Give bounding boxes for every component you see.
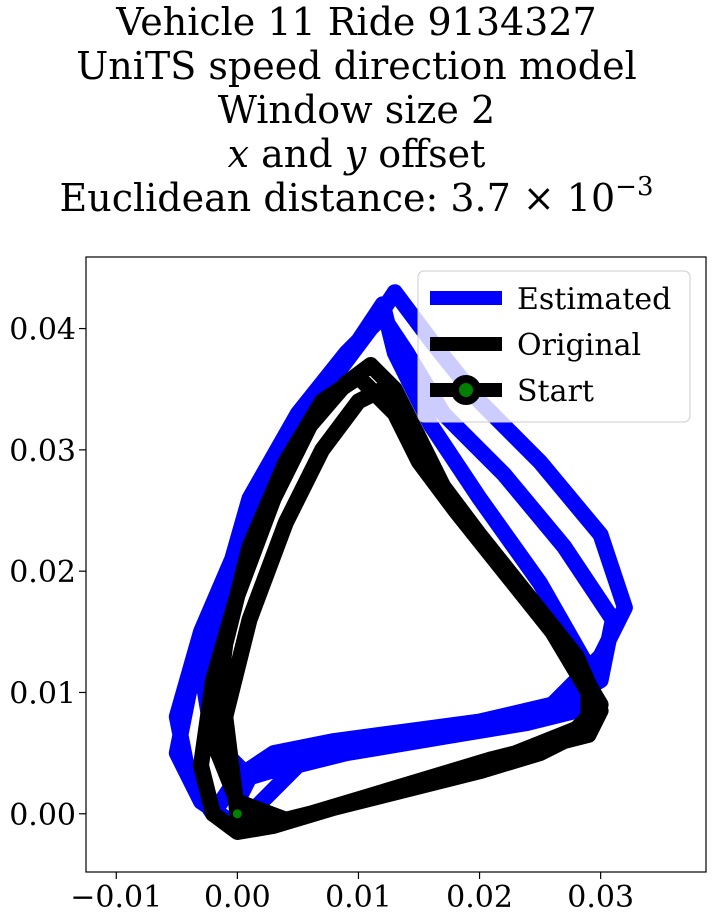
- title-x-symbol: x: [227, 132, 250, 176]
- title-line-1: Vehicle 11 Ride 9134327: [116, 0, 597, 44]
- plot-frame: [85, 256, 707, 873]
- x-tick-label: 0.01: [325, 880, 392, 915]
- title-line-3: Window size 2: [217, 88, 496, 132]
- legend-label-original: Original: [517, 328, 641, 363]
- series-line-original: [193, 357, 609, 840]
- title-line-2: UniTS speed direction model: [76, 44, 637, 88]
- title-times-ten: × 10: [510, 176, 616, 220]
- legend-label-estimated: Estimated: [517, 282, 671, 317]
- legend-start-marker: [451, 375, 481, 405]
- title-exponent: −3: [615, 172, 654, 202]
- title-y-symbol: y: [344, 132, 367, 176]
- start-point-marker: [231, 808, 243, 820]
- y-tick-label: 0.01: [9, 676, 76, 711]
- legend-label-start: Start: [517, 374, 594, 409]
- y-tick-label: 0.04: [9, 313, 76, 348]
- x-tick-label: 0.03: [567, 880, 634, 915]
- x-tick-label: 0.02: [446, 880, 513, 915]
- y-tick-label: 0.00: [9, 798, 76, 833]
- title-offset-word: offset: [366, 132, 486, 176]
- chart-title: Vehicle 11 Ride 9134327 UniTS speed dire…: [0, 0, 713, 220]
- x-tick-label: 0.00: [204, 880, 271, 915]
- y-tick-label: 0.03: [9, 434, 76, 469]
- title-line-4: x and y offset: [0, 132, 713, 176]
- title-line-5: Euclidean distance: 3.7 × 10−3: [0, 174, 713, 220]
- y-tick-label: 0.02: [9, 555, 76, 590]
- title-and-word: and: [249, 132, 345, 176]
- title-distance-text: Euclidean distance: 3.7: [59, 176, 511, 220]
- x-tick-label: −0.01: [70, 880, 162, 915]
